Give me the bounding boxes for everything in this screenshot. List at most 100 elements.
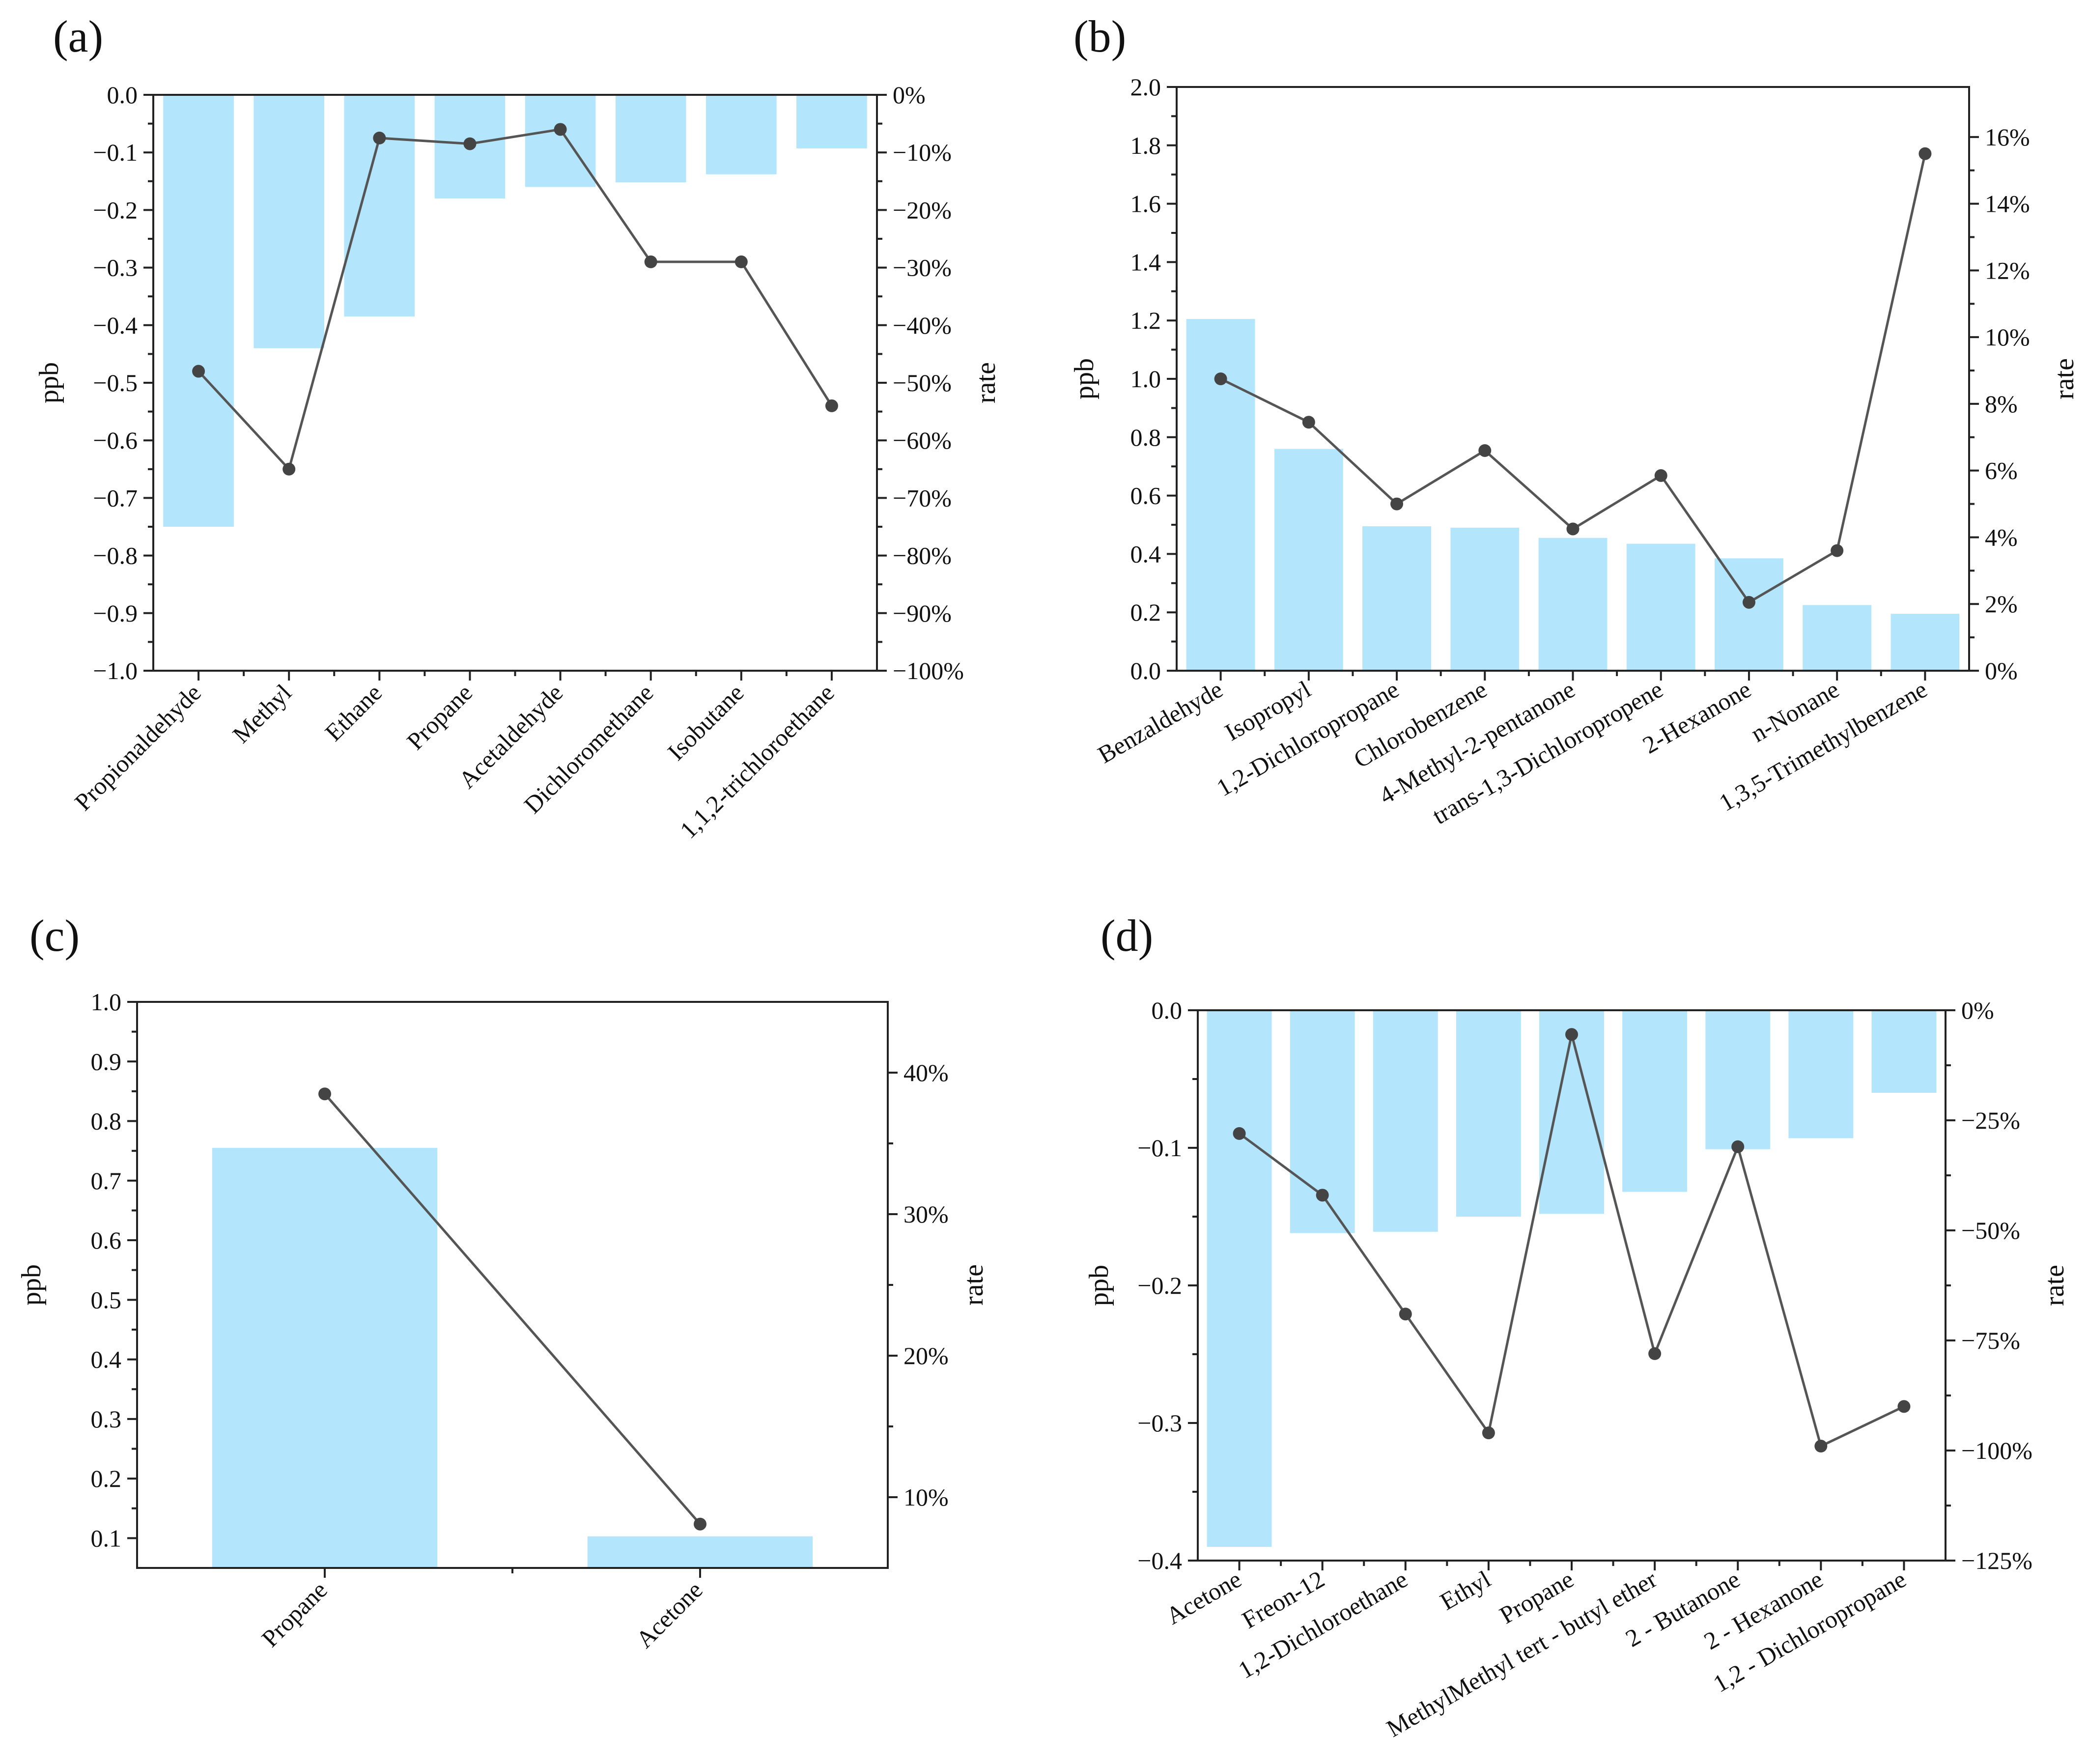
ytick-label-d-3: −0.3 — [1137, 1409, 1182, 1437]
bar-a-7 — [796, 95, 867, 148]
rate-point-d-1 — [1316, 1189, 1329, 1202]
ytick-label-c-1: 0.2 — [91, 1465, 122, 1492]
y2tick-label-d-0: 0% — [1961, 996, 1994, 1024]
ytick-label-d-4: −0.4 — [1137, 1547, 1182, 1574]
category-label-a-3: Propane — [401, 679, 478, 755]
ytick-label-d-2: −0.2 — [1137, 1272, 1182, 1299]
ytick-label-b-5: 1.0 — [1130, 365, 1161, 393]
category-label-d-3: Ethyl — [1436, 1565, 1495, 1616]
y2tick-label-a-1: −10% — [893, 139, 952, 166]
bar-a-1 — [254, 95, 324, 348]
rate-point-b-1 — [1302, 416, 1315, 429]
panel-label-b: (b) — [1073, 11, 1126, 61]
y2tick-label-b-6: 12% — [1985, 256, 2030, 284]
y2tick-label-d-5: −125% — [1961, 1547, 2032, 1574]
bar-d-3 — [1456, 1010, 1521, 1217]
bar-b-2 — [1362, 526, 1431, 671]
y2tick-label-a-6: −60% — [893, 427, 952, 454]
bar-b-1 — [1274, 449, 1343, 671]
y2label-c: rate — [959, 1264, 989, 1306]
y2tick-label-d-1: −25% — [1961, 1107, 2020, 1134]
rate-point-d-2 — [1399, 1308, 1412, 1321]
rate-point-d-5 — [1648, 1347, 1662, 1360]
ytick-label-a-4: −0.4 — [93, 312, 138, 339]
y2tick-label-a-9: −90% — [893, 599, 952, 627]
ytick-label-a-7: −0.7 — [93, 484, 138, 512]
rate-point-a-0 — [192, 365, 205, 378]
y2tick-label-a-4: −40% — [893, 312, 952, 339]
bar-d-7 — [1788, 1010, 1854, 1138]
ylabel-a: ppb — [34, 362, 64, 403]
category-label-a-1: Methyl — [227, 679, 297, 748]
ytick-label-d-0: 0.0 — [1152, 996, 1183, 1024]
rate-point-d-6 — [1731, 1140, 1745, 1153]
bar-b-6 — [1715, 558, 1783, 671]
ytick-label-a-8: −0.8 — [93, 542, 138, 569]
rate-line-a — [198, 128, 833, 472]
y2tick-label-d-3: −75% — [1961, 1327, 2020, 1354]
rate-point-a-7 — [825, 399, 838, 412]
rate-point-a-5 — [644, 255, 657, 268]
y2tick-label-b-4: 8% — [1985, 390, 2018, 418]
rate-point-d-3 — [1482, 1426, 1495, 1440]
y2tick-label-a-10: −100% — [893, 657, 964, 684]
ylabel-c: ppb — [16, 1264, 47, 1306]
y2label-d: rate — [2039, 1265, 2070, 1306]
ytick-label-c-5: 0.6 — [91, 1226, 122, 1254]
bar-b-5 — [1626, 543, 1695, 671]
bar-a-0 — [163, 95, 234, 527]
bar-d-6 — [1705, 1010, 1771, 1149]
bar-a-4 — [525, 95, 596, 187]
rate-point-c-0 — [318, 1087, 331, 1101]
y2tick-label-a-7: −70% — [893, 484, 952, 512]
bar-d-5 — [1622, 1010, 1688, 1192]
y2tick-label-c-3: 40% — [903, 1059, 949, 1086]
ylabel-b: ppb — [1069, 358, 1100, 399]
bar-d-2 — [1373, 1010, 1438, 1232]
bar-a-2 — [344, 95, 415, 317]
ytick-label-c-2: 0.3 — [91, 1405, 122, 1433]
bar-b-0 — [1186, 319, 1255, 671]
y2tick-label-a-5: −50% — [893, 369, 952, 397]
bar-d-4 — [1539, 1010, 1604, 1214]
rate-point-a-2 — [373, 131, 386, 144]
bar-d-0 — [1207, 1010, 1272, 1547]
rate-line-c — [324, 1093, 701, 1525]
ytick-label-b-4: 0.8 — [1130, 424, 1161, 451]
ytick-label-c-0: 0.1 — [91, 1524, 122, 1552]
rate-point-a-1 — [282, 462, 296, 476]
ytick-label-c-4: 0.5 — [91, 1286, 122, 1313]
ytick-label-a-2: −0.2 — [93, 196, 138, 224]
y2tick-label-b-0: 0% — [1985, 657, 2018, 684]
bar-a-5 — [615, 95, 686, 183]
ytick-label-a-10: −1.0 — [93, 657, 138, 684]
category-label-a-6: Isobutane — [662, 679, 749, 766]
rate-point-d-0 — [1233, 1127, 1246, 1140]
y2tick-label-c-0: 10% — [903, 1483, 949, 1511]
ytick-label-a-1: −0.1 — [93, 139, 138, 166]
y2tick-label-a-0: 0% — [893, 81, 926, 109]
y2tick-label-a-8: −80% — [893, 542, 952, 569]
rate-point-b-4 — [1566, 522, 1580, 536]
y2label-b: rate — [2049, 358, 2080, 399]
y2tick-label-c-2: 30% — [903, 1200, 949, 1228]
bar-a-6 — [706, 95, 777, 174]
y2tick-label-a-2: −20% — [893, 196, 952, 224]
ytick-label-b-1: 0.2 — [1130, 598, 1161, 626]
ytick-label-b-3: 0.6 — [1130, 482, 1161, 510]
category-label-a-2: Ethane — [319, 679, 387, 746]
ylabel-d: ppb — [1084, 1265, 1114, 1306]
y2label-a: rate — [971, 362, 1001, 403]
category-label-d-0: Acetone — [1161, 1565, 1246, 1630]
category-label-c-0: Propane — [256, 1576, 332, 1652]
category-label-a-0: Propionaldehyde — [69, 679, 206, 816]
y2tick-label-b-3: 6% — [1985, 457, 2018, 484]
bar-b-3 — [1450, 527, 1520, 671]
y2tick-label-a-3: −30% — [893, 254, 952, 282]
bar-c-0 — [212, 1148, 438, 1568]
rate-point-c-1 — [694, 1517, 706, 1531]
y2tick-label-b-5: 10% — [1985, 323, 2030, 351]
rate-point-d-7 — [1814, 1440, 1828, 1453]
rate-point-b-3 — [1478, 444, 1492, 457]
